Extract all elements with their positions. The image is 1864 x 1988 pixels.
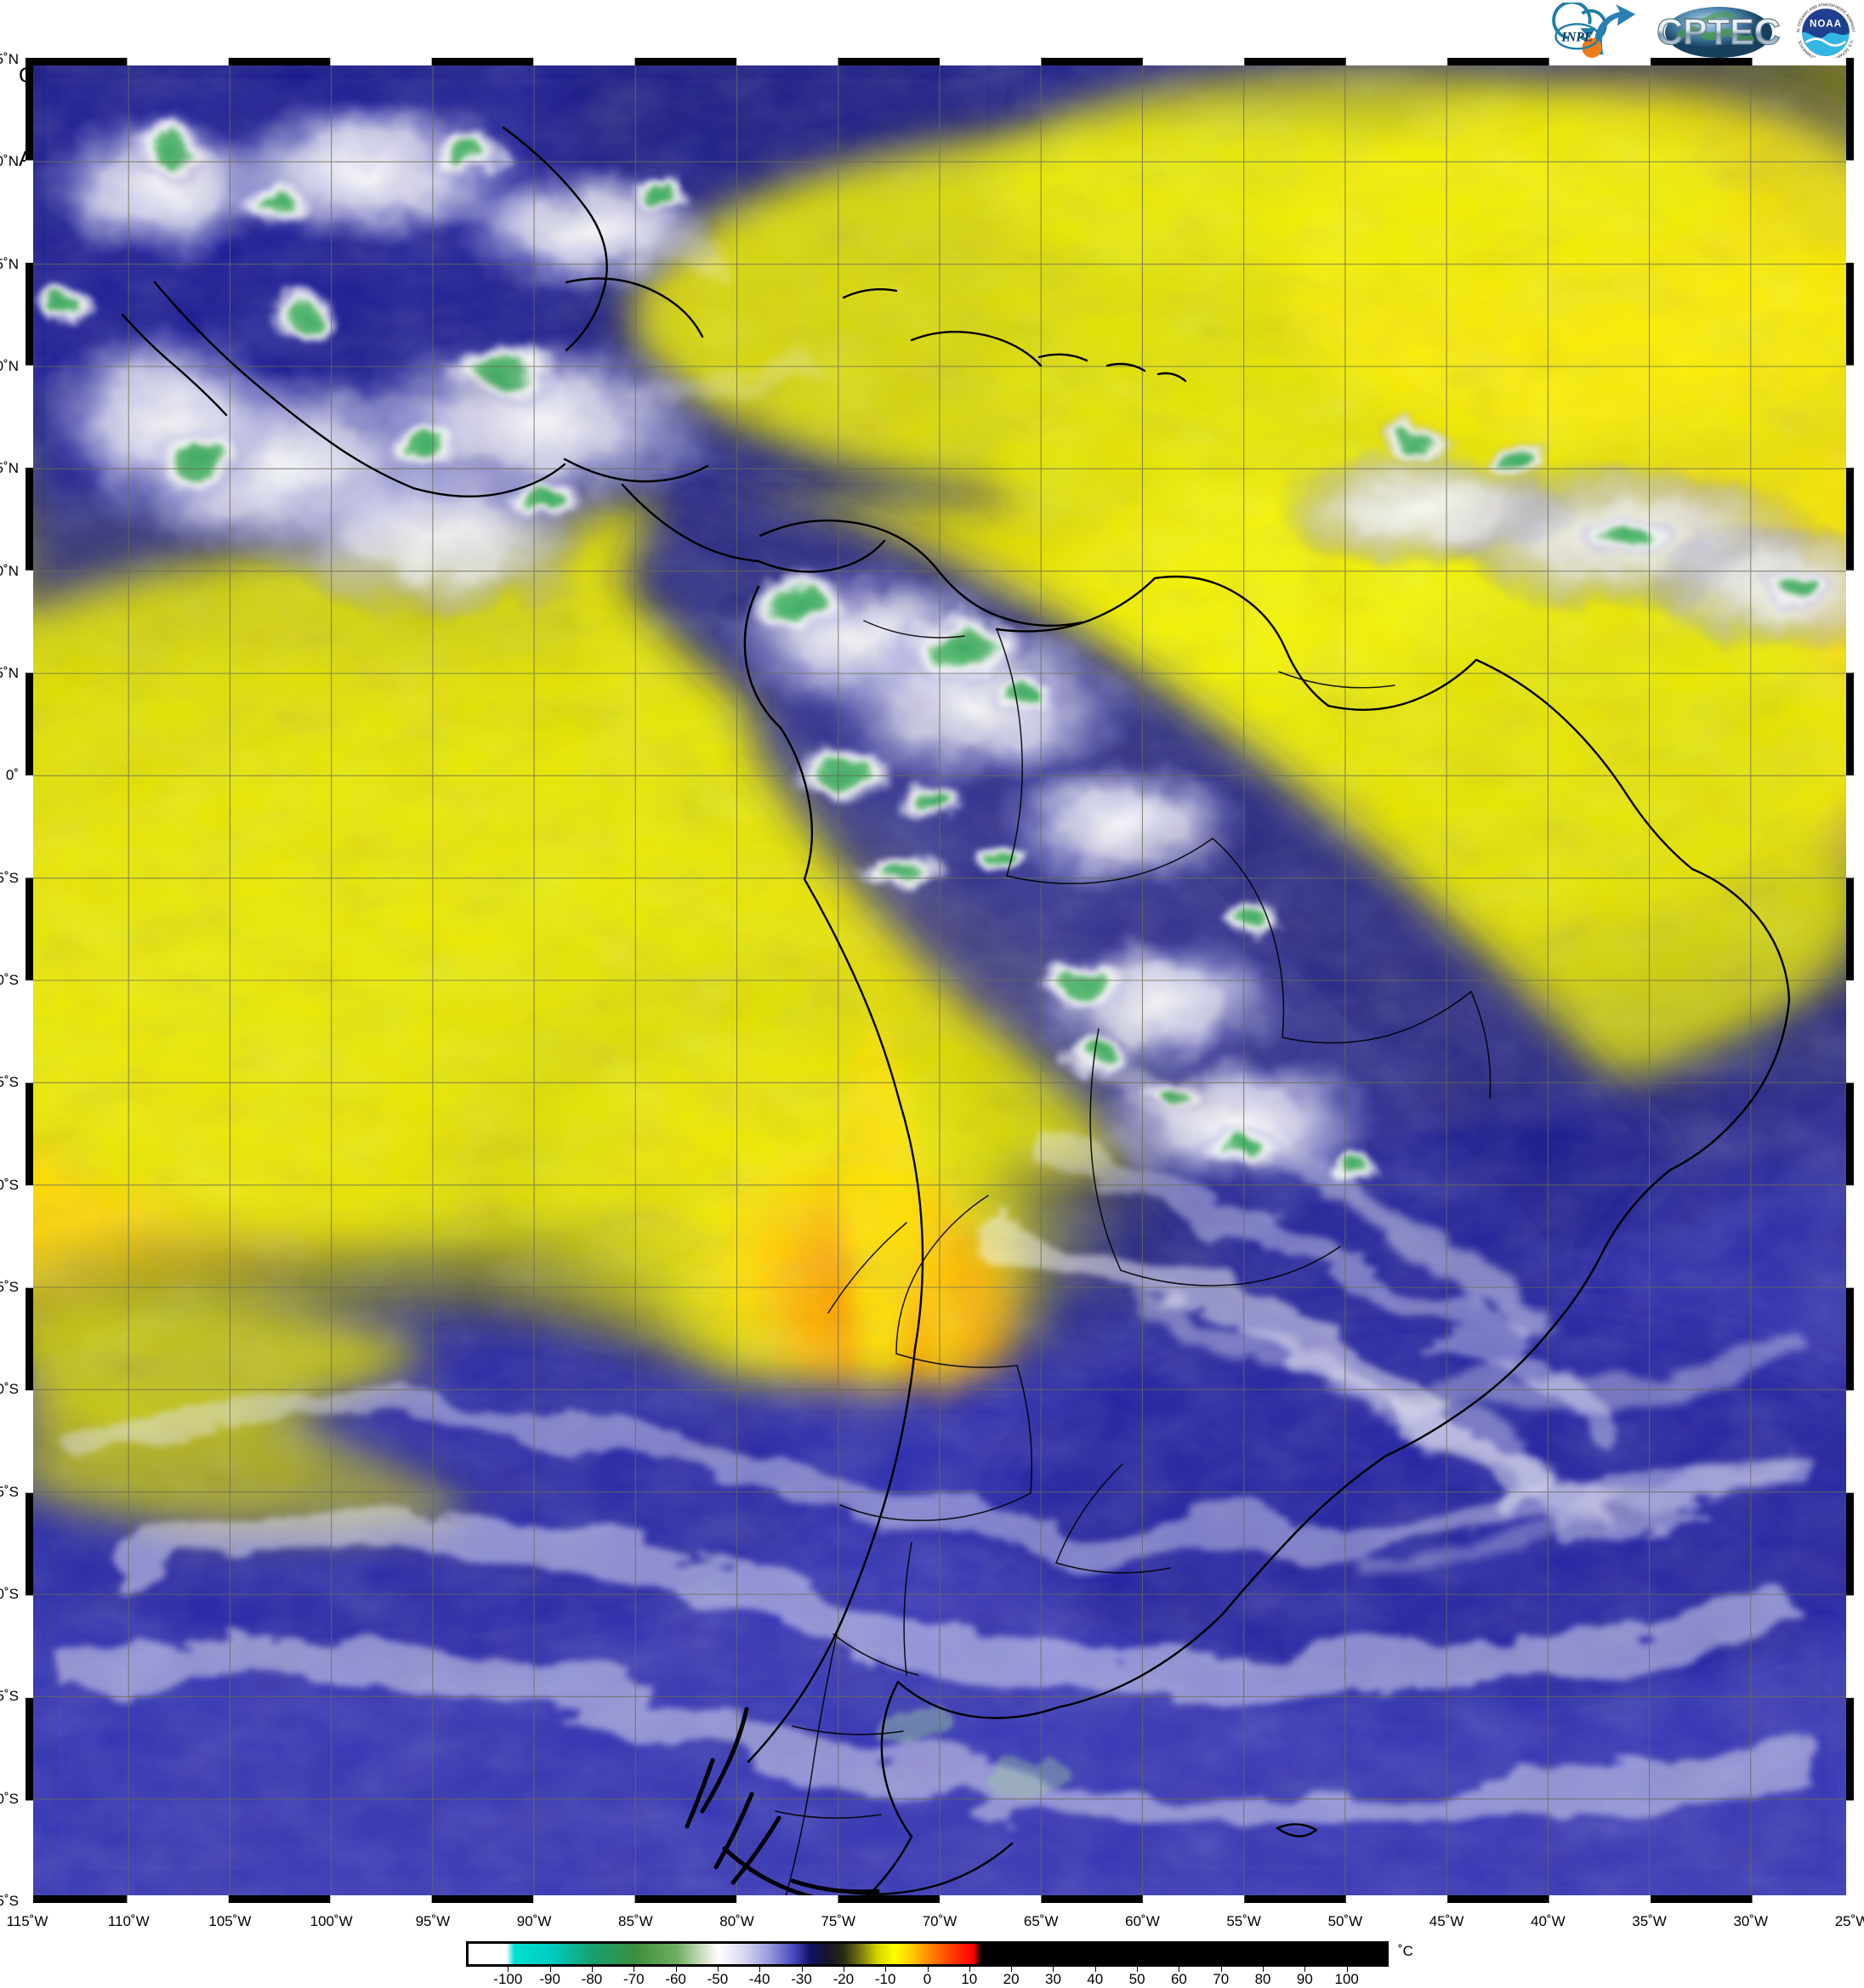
longitude-label: 40˚W [1531, 1913, 1566, 1929]
colorbar-tick-mark [801, 1967, 803, 1972]
longitude-label: 25˚W [1834, 1913, 1864, 1929]
latitude-label: 5˚S [0, 869, 19, 886]
colorbar-tick-label: -90 [539, 1971, 560, 1987]
longitude-label: 55˚W [1226, 1913, 1261, 1929]
colorbar-tick-mark [969, 1967, 970, 1972]
longitude-label: 100˚W [310, 1913, 353, 1929]
colorbar-tick-label: 40 [1087, 1971, 1104, 1987]
svg-text:NOAA: NOAA [1810, 19, 1842, 30]
longitude-label: 110˚W [107, 1913, 150, 1929]
latitude-label: 10˚S [0, 972, 19, 988]
latitude-label: 10˚N [0, 562, 19, 579]
colorbar-tick-label: 20 [1003, 1971, 1020, 1987]
svg-text:CPTEC: CPTEC [1657, 12, 1781, 53]
graticule [27, 60, 1852, 1901]
colorbar-tick-label: 90 [1296, 1971, 1313, 1987]
colorbar-tick-mark [1053, 1967, 1054, 1972]
latitude-label: 20˚S [0, 1176, 19, 1193]
noaa-logo: NOAA NATIONAL OCEANIC AND ATMOSPHERIC AD… [1794, 3, 1855, 62]
satellite-image [27, 60, 1852, 1901]
longitude-label: 65˚W [1023, 1913, 1059, 1929]
latitude-label: 25˚N [0, 255, 19, 272]
longitude-label: 80˚W [719, 1913, 754, 1929]
latitude-label: 20˚N [0, 358, 19, 374]
colorbar-tick-mark [885, 1967, 887, 1972]
colorbar-tick-label: 70 [1213, 1971, 1230, 1987]
longitude-label: 70˚W [922, 1913, 958, 1929]
colorbar-tick-label: 30 [1044, 1971, 1061, 1987]
colorbar-tick-mark [1094, 1967, 1096, 1972]
latitude-label: 15˚N [0, 460, 19, 477]
longitude-label: 105˚W [208, 1913, 252, 1929]
latitude-label: 30˚N [0, 153, 19, 170]
longitude-label: 50˚W [1327, 1913, 1363, 1929]
colorbar-tick-mark [591, 1967, 593, 1972]
latitude-label: 15˚S [0, 1074, 19, 1091]
colorbar-tick-label: -30 [791, 1971, 812, 1987]
colorbar-tick-label: -60 [665, 1971, 686, 1987]
longitude-label: 75˚W [821, 1913, 856, 1929]
colorbar-tick-label: 60 [1170, 1971, 1187, 1987]
longitude-label: 60˚W [1125, 1913, 1160, 1929]
colorbar-tick-label: -10 [874, 1971, 896, 1987]
coastlines [121, 126, 1791, 1901]
inpe-logo: INPE [1552, 3, 1636, 58]
colorbar-tick-label: -70 [622, 1971, 645, 1987]
colorbar-tick-label: -100 [493, 1971, 523, 1987]
latitude-label: 40˚S [0, 1586, 19, 1602]
colorbar-tick-label: 100 [1334, 1971, 1359, 1987]
colorbar-tick-label: 80 [1254, 1971, 1271, 1987]
colorbar-tick-mark [675, 1967, 677, 1972]
colorbar[interactable] [466, 1941, 1389, 1967]
colorbar-tick-label: -20 [833, 1971, 855, 1987]
colorbar-tick-label: 50 [1128, 1971, 1145, 1987]
colorbar-tick-mark [1220, 1967, 1222, 1972]
colorbar-unit-label: ˚C [1398, 1943, 1413, 1959]
satellite-map[interactable] [26, 58, 1854, 1903]
colorbar-tick-mark [717, 1967, 719, 1972]
longitude-label: 95˚W [415, 1913, 451, 1929]
longitude-label: 85˚W [618, 1913, 653, 1929]
latitude-label: 5˚N [0, 665, 19, 681]
colorbar-tick-mark [927, 1967, 929, 1972]
colorbar-tick-mark [759, 1967, 761, 1972]
longitude-label: 35˚W [1632, 1913, 1667, 1929]
latitude-label: 45˚S [0, 1688, 19, 1705]
latitude-label: 25˚S [0, 1279, 19, 1295]
latitude-label: 55˚S [0, 1893, 19, 1909]
longitude-label: 30˚W [1733, 1913, 1769, 1929]
cptec-logo: CPTEC [1657, 7, 1781, 58]
svg-text:INPE: INPE [1560, 31, 1593, 45]
colorbar-tick-mark [1011, 1967, 1013, 1972]
colorbar-tick-label: 0 [923, 1971, 932, 1987]
colorbar-tick-label: -80 [581, 1971, 603, 1987]
latitude-label: 35˚S [0, 1483, 19, 1500]
colorbar-tick-label: 10 [961, 1971, 978, 1987]
colorbar-tick-mark [1304, 1967, 1306, 1972]
latitude-label: 30˚S [0, 1381, 19, 1398]
latitude-label: 35˚N [0, 51, 19, 67]
colorbar-tick-mark [549, 1967, 551, 1972]
longitude-label: 115˚W [6, 1913, 48, 1929]
colorbar-gradient [466, 1941, 1389, 1967]
longitude-label: 45˚W [1429, 1913, 1464, 1929]
colorbar-tick-label: -50 [707, 1971, 729, 1987]
colorbar-tick-mark [508, 1967, 509, 1972]
colorbar-tick-mark [1346, 1967, 1348, 1972]
logo-row: INPE CPTEC NOAA NATIONAL [1544, 2, 1857, 63]
colorbar-tick-label: -40 [748, 1971, 770, 1987]
colorbar-tick-mark [1263, 1967, 1264, 1972]
latitude-label: 50˚S [0, 1790, 19, 1807]
longitude-label: 90˚W [516, 1913, 552, 1929]
colorbar-tick-mark [1137, 1967, 1139, 1972]
latitude-label: 0˚ [5, 767, 19, 784]
